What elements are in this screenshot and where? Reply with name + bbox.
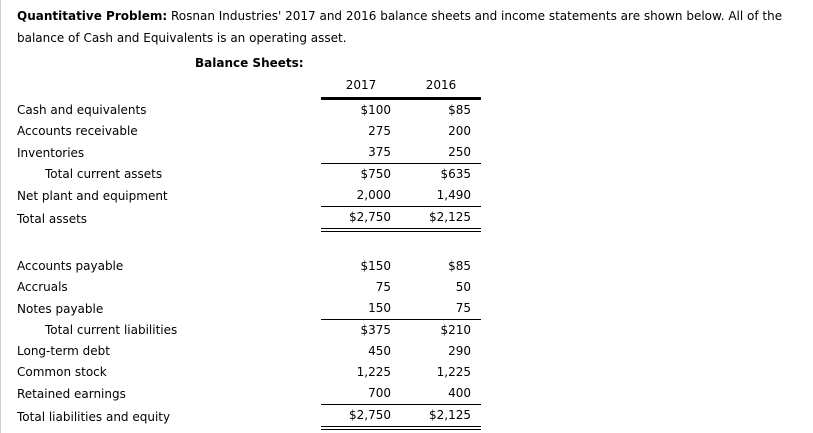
row-label: Common stock [17,365,107,379]
row-label: Inventories [17,145,85,160]
table-row: Retained earnings 700 400 [17,383,481,405]
table-row: Inventories 375 250 [17,142,481,164]
table-row: Net plant and equipment 2,000 1,490 [17,185,481,207]
table-row: Notes payable 150 75 [17,298,481,320]
problem-statement-label: Quantitative Problem: [17,9,168,23]
value-2017: $100 [360,103,391,117]
value-2017: 450 [368,344,391,358]
table-row: Cash and equivalents $100 $85 [17,99,481,122]
value-2017: 275 [368,124,391,138]
value-2016: 50 [455,280,471,294]
value-2017: 375 [321,142,401,164]
row-label: Accruals [17,280,68,294]
table-row: Accounts receivable 275 200 [17,121,481,142]
value-2016: 290 [448,344,471,358]
value-2016: 1,225 [436,365,471,379]
value-2016: $210 [440,323,471,337]
value-2016: 200 [448,124,471,138]
value-2016: $85 [448,103,471,117]
row-label: Long-term debt [17,344,111,358]
header-year-2016: 2016 [401,75,481,100]
value-2017: 150 [321,298,401,320]
row-label: Notes payable [17,301,104,316]
value-2016: 75 [401,298,481,320]
table-row: Total liabilities and equity $2,750 $2,1… [17,404,481,430]
row-label: Total current liabilities [45,323,178,337]
row-label: Total liabilities and equity [17,410,171,424]
table-row: Accounts payable $150 $85 [17,256,481,277]
table-row: Long-term debt 450 290 [17,341,481,362]
row-label: Total current assets [45,167,163,181]
value-2016: $85 [448,259,471,273]
balance-sheets-heading: Balance Sheets: [195,56,304,70]
value-2017: 75 [375,280,391,294]
value-2016: 250 [401,142,481,164]
table-header-row: 2017 2016 [17,75,481,100]
value-2017: $2,750 [321,404,401,430]
row-label: Cash and equivalents [17,103,147,117]
row-label: Net plant and equipment [17,188,168,203]
value-2017: $750 [360,167,391,181]
problem-statement: Quantitative Problem: Rosnan Industries'… [1,0,813,49]
section-spacer-cell [17,230,481,256]
value-2017: 1,225 [356,365,391,379]
table-row: Total current liabilities $375 $210 [17,320,481,342]
table-row: Total current assets $750 $635 [17,164,481,186]
balance-sheet-table: 2017 2016 Cash and equivalents $100 $85 … [17,75,481,430]
value-2016: $2,125 [401,206,481,232]
value-2017: $2,750 [321,206,401,232]
row-label: Accounts receivable [17,124,138,138]
value-2016: $635 [440,167,471,181]
value-2016: 400 [401,383,481,405]
row-label: Retained earnings [17,386,126,401]
value-2017: 2,000 [321,185,401,207]
value-2016: $2,125 [401,404,481,430]
table-row: Accruals 75 50 [17,277,481,298]
value-2017: $375 [360,323,391,337]
section-spacer [17,230,481,256]
row-label: Accounts payable [17,259,124,273]
header-year-2017: 2017 [321,75,401,100]
value-2017: 700 [321,383,401,405]
value-2017: $150 [360,259,391,273]
value-2016: 1,490 [401,185,481,207]
row-label: Total assets [17,212,88,226]
header-label-spacer [17,75,321,99]
problem-statement-text: Rosnan Industries' 2017 and 2016 balance… [17,9,783,45]
table-row: Total assets $2,750 $2,125 [17,206,481,232]
table-row: Common stock 1,225 1,225 [17,362,481,383]
